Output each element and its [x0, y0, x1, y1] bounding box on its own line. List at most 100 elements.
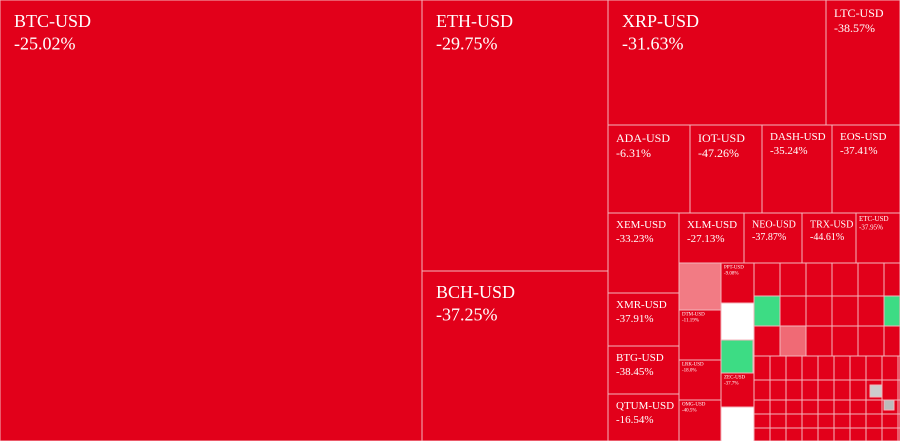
- filler-tile: [865, 413, 883, 429]
- tile: [743, 212, 803, 264]
- filler-tile: [883, 399, 895, 411]
- tile-change: -25.02%: [14, 33, 76, 53]
- filler-tile: [785, 399, 803, 415]
- tile-name: OMG-USD: [682, 402, 706, 407]
- filler-tile: [769, 427, 787, 441]
- filler-tile: [831, 325, 859, 357]
- tile: [678, 359, 722, 401]
- tile: [607, 393, 680, 441]
- filler-tile: [849, 355, 867, 381]
- filler-tile: [785, 355, 803, 381]
- tile-change: -27.13%: [687, 233, 725, 245]
- tile-change: -9.08%: [724, 272, 739, 277]
- tile-change: -37.25%: [436, 304, 498, 324]
- filler-tile: [801, 355, 819, 381]
- tile-name: XRP-USD: [622, 11, 699, 31]
- tile-change: -37.41%: [840, 145, 878, 157]
- filler-tile: [779, 325, 807, 357]
- filler-tile: [831, 295, 859, 327]
- tile-change: -40.5%: [682, 409, 697, 414]
- filler-tile: [678, 262, 722, 311]
- tile-change: -37.95%: [859, 224, 883, 232]
- tile-name: XLM-USD: [687, 219, 737, 231]
- tile-name: PPT-USD: [724, 265, 744, 270]
- filler-tile: [785, 379, 803, 401]
- filler-tile: [779, 295, 807, 327]
- filler-tile: [817, 399, 835, 415]
- tile-change: -31.63%: [622, 33, 684, 53]
- filler-tile: [785, 427, 803, 441]
- tile-name: ETH-USD: [436, 11, 513, 31]
- tile-change: -18.0%: [682, 369, 697, 374]
- tile-change: -37.91%: [616, 313, 654, 325]
- filler-tile: [801, 379, 819, 401]
- tile-change: -38.45%: [616, 366, 654, 378]
- tile-name: TRX-USD: [810, 219, 853, 230]
- filler-tile: [785, 413, 803, 429]
- filler-tile: [720, 339, 754, 374]
- tile-name: BTC-USD: [14, 11, 91, 31]
- tile: [678, 309, 722, 361]
- filler-tile: [817, 427, 835, 441]
- filler-tile: [881, 355, 899, 381]
- tile-name: XEM-USD: [616, 219, 666, 231]
- filler-tile: [883, 325, 900, 357]
- tile-change: -44.61%: [810, 232, 844, 243]
- tile: [855, 212, 900, 264]
- tile: [761, 124, 833, 214]
- filler-tile: [897, 427, 900, 441]
- filler-tile: [805, 325, 833, 357]
- tile-name: ETC-USD: [859, 215, 889, 223]
- filler-tile: [833, 427, 851, 441]
- filler-tile: [849, 379, 867, 401]
- filler-tile: [753, 262, 781, 297]
- filler-tile: [857, 262, 885, 297]
- filler-tile: [833, 413, 851, 429]
- filler-tile: [769, 355, 787, 381]
- tile-name: DTM-USD: [682, 312, 705, 317]
- tile: [607, 124, 691, 214]
- filler-tile: [881, 427, 899, 441]
- filler-tile: [865, 427, 883, 441]
- tile: [689, 124, 763, 214]
- tile: [720, 372, 755, 408]
- tile: [678, 399, 722, 441]
- filler-tile: [881, 413, 899, 429]
- tile-name: EOS-USD: [840, 131, 887, 143]
- filler-tile: [753, 399, 771, 415]
- tile: [607, 212, 680, 294]
- tile-name: LTC-USD: [834, 6, 884, 20]
- filler-tile: [883, 295, 900, 327]
- filler-tile: [753, 427, 771, 441]
- filler-tile: [805, 262, 833, 297]
- filler-tile: [753, 379, 771, 401]
- tile-name: BCH-USD: [436, 282, 515, 302]
- tile: [720, 262, 755, 304]
- tile-name: XMR-USD: [616, 299, 667, 311]
- filler-tile: [833, 379, 851, 401]
- tile-change: -35.24%: [770, 145, 808, 157]
- filler-tile: [817, 413, 835, 429]
- tile-name: ADA-USD: [616, 131, 670, 145]
- filler-tile: [857, 295, 885, 327]
- filler-tile: [865, 355, 883, 381]
- tile-change: -47.26%: [698, 146, 739, 160]
- tile-change: -38.57%: [834, 21, 875, 35]
- tile: [678, 212, 745, 264]
- tile-name: QTUM-USD: [616, 400, 674, 412]
- tile-name: BTG-USD: [616, 352, 664, 364]
- filler-tile: [779, 262, 807, 297]
- tile-change: -11.19%: [682, 319, 699, 324]
- tile: [607, 0, 827, 126]
- filler-tile: [753, 295, 781, 327]
- filler-tile: [769, 379, 787, 401]
- filler-tile: [857, 325, 885, 357]
- filler-tile: [865, 399, 883, 415]
- tile-name: ZEC-USD: [724, 375, 746, 380]
- filler-tile: [769, 413, 787, 429]
- tile-change: -16.54%: [616, 414, 654, 426]
- tile-change: -37.87%: [752, 232, 786, 243]
- tile-name: LRK-USD: [682, 362, 704, 367]
- tile-name: NEO-USD: [752, 219, 796, 230]
